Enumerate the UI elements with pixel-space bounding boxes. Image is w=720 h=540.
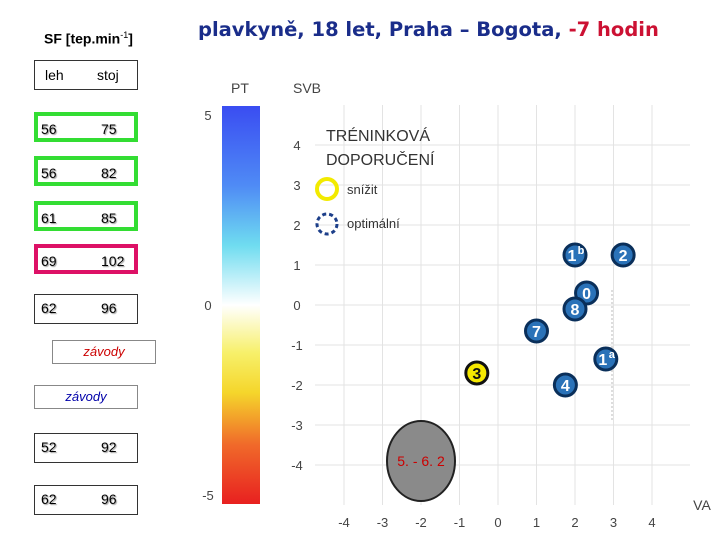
pt-tick-label: -5: [202, 488, 214, 503]
sf-row-after-0: 52 92: [34, 433, 138, 463]
point-label: 1: [598, 352, 607, 369]
y-tick-label: 0: [293, 298, 300, 313]
point-marker: [552, 372, 578, 398]
hr-standing-value: 96: [101, 491, 117, 507]
optimal-legend-marker: [315, 212, 339, 236]
y-tick-label: -4: [291, 458, 303, 473]
sf-row-3: 69 102: [34, 244, 138, 274]
hr-lying-value: 52: [41, 439, 57, 455]
pt-tick-label: 5: [204, 108, 211, 123]
point-label-sup: b: [578, 245, 585, 257]
y-tick-label: -3: [291, 418, 303, 433]
hr-standing-value: 96: [101, 300, 117, 316]
hr-lying-value: 62: [41, 300, 57, 316]
data-point-3: 8: [562, 296, 588, 322]
point-label: 2: [619, 248, 628, 265]
data-point-4: 7: [524, 318, 549, 344]
point-marker: [524, 318, 549, 344]
tick-labels: PT SVB VA 5 0 -5 4 3 2 1 0 -1 -2 -3 -4 -4 -3 -2 -1 0 1 2 3 4: [202, 80, 711, 530]
data-point-7: 3: [464, 360, 490, 386]
hr-lying-value: 62: [41, 491, 57, 507]
y-tick-label: -1: [291, 338, 303, 353]
data-point-6: 4: [552, 372, 578, 398]
page-title: plavkyně, 18 let, Praha – Bogota, -7 hod…: [198, 18, 659, 41]
svb-axis-label: SVB: [293, 80, 321, 96]
reduce-legend-marker: [315, 177, 339, 201]
sf-row-2: 61 85: [34, 201, 138, 231]
x-tick-label: 2: [571, 515, 578, 530]
sf-row-1: 56 82: [34, 156, 138, 186]
x-tick-label: 4: [648, 515, 655, 530]
sf-row-after-1: 62 96: [34, 485, 138, 515]
hr-standing-value: 82: [101, 165, 117, 181]
hr-lying-value: 56: [41, 121, 57, 137]
y-tick-label: 2: [293, 218, 300, 233]
y-tick-label: 3: [293, 178, 300, 193]
point-label: 4: [561, 378, 570, 395]
x-tick-label: -4: [338, 515, 350, 530]
point-marker: [593, 346, 619, 372]
race-period-marker: [386, 420, 456, 502]
y-tick-label: 1: [293, 258, 300, 273]
x-tick-label: 0: [494, 515, 501, 530]
pt-axis-label: PT: [231, 80, 249, 96]
hr-lying-value: 69: [41, 253, 57, 269]
sf-row-0: 56 75: [34, 112, 138, 142]
x-tick-label: -1: [454, 515, 466, 530]
point-label: 0: [582, 286, 591, 303]
point-label: 3: [472, 366, 481, 383]
optimal-legend-label: optimální: [347, 216, 400, 231]
point-marker: [610, 242, 636, 268]
point-label: 8: [571, 302, 580, 319]
recommendation-title-1: TRÉNINKOVÁ: [326, 126, 430, 145]
race-label-1: závody: [52, 340, 156, 364]
recommendation-title-2: DOPORUČENÍ: [326, 150, 435, 169]
point-marker: [562, 296, 588, 322]
y-tick-label: 4: [293, 138, 300, 153]
data-point-8: 5. - 6. 2: [386, 420, 456, 502]
hr-lying-value: 56: [41, 165, 57, 181]
x-tick-label: 3: [610, 515, 617, 530]
hr-standing-value: 92: [101, 439, 117, 455]
va-axis-label: VA: [693, 497, 711, 513]
point-marker: [562, 242, 588, 268]
col-standing-header: stoj: [97, 67, 119, 83]
race-period-label: 5. - 6. 2: [397, 453, 445, 469]
y-tick-label: -2: [291, 378, 303, 393]
data-point-1: 2: [610, 242, 636, 268]
hr-standing-value: 102: [101, 253, 125, 269]
x-tick-label: -3: [377, 515, 389, 530]
hr-standing-value: 75: [101, 121, 117, 137]
hr-lying-value: 61: [41, 210, 57, 226]
col-lying-header: leh: [45, 67, 64, 83]
race-label-2: závody: [34, 385, 138, 409]
point-label-sup: a: [609, 349, 616, 361]
x-tick-label: -2: [415, 515, 427, 530]
point-label: 7: [532, 324, 541, 341]
sf-table-title: SF [tep.min-1]: [44, 30, 133, 47]
point-label: 1: [568, 248, 577, 265]
point-marker: [464, 360, 490, 386]
grid: [315, 105, 690, 505]
reduce-legend-label: snížit: [347, 182, 378, 197]
x-tick-label: 1: [533, 515, 540, 530]
sf-row-4: 62 96: [34, 294, 138, 324]
pt-tick-label: 0: [204, 298, 211, 313]
hr-standing-value: 85: [101, 210, 117, 226]
pt-color-scale: [222, 106, 260, 504]
sf-header-row: leh stoj: [34, 60, 138, 90]
legend: TRÉNINKOVÁ DOPORUČENÍ snížit optimální: [315, 126, 435, 236]
